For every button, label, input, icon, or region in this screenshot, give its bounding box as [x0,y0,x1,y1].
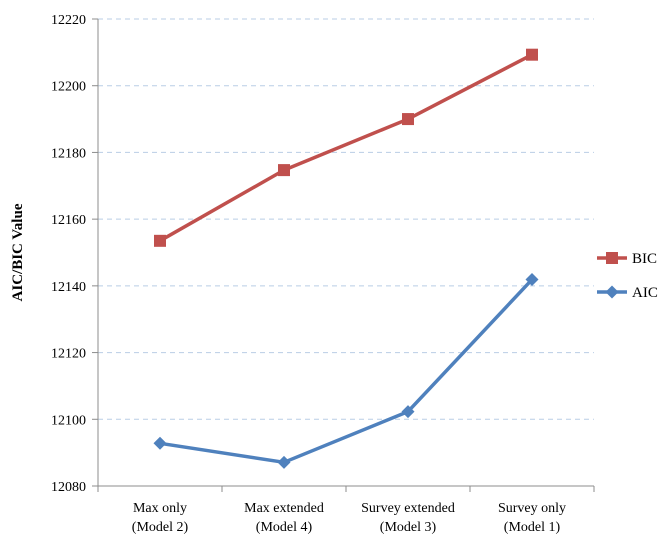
y-axis-label: AIC/BIC Value [10,203,26,301]
aic-point [525,273,539,287]
legend-label: AIC [632,285,658,301]
series-bic [154,48,538,247]
x-tick-label: Max extended [244,501,324,516]
aic-line [159,278,534,465]
y-tick-labels: 12080 12100 12120 12140 12160 12180 12200 12220 [51,13,86,495]
y-tick-label: 12220 [51,13,86,28]
series-layer [153,48,539,469]
aic-point [277,455,291,469]
series-aic [153,273,539,469]
x-tick-label: (Model 4) [256,520,313,535]
y-tick-label: 12100 [51,413,86,428]
x-tick-label: (Model 2) [132,520,189,535]
y-tick-label: 12120 [51,347,86,362]
bic-point [278,164,290,177]
y-tick-label: 12160 [51,213,86,228]
y-tick-label: 12200 [51,80,86,95]
x-tick-label: Survey only [498,501,566,516]
y-tick-label: 12180 [51,146,86,161]
legend-swatch-marker [605,285,619,299]
bic-point [154,234,166,247]
x-tick-label: (Model 1) [504,520,561,535]
y-tick-label: 12140 [51,280,86,295]
x-tick-label: Survey extended [361,501,455,516]
gridlines [98,18,594,420]
x-tick-label: (Model 3) [380,520,437,535]
legend-swatch-marker [606,252,618,264]
legend-label: BIC [632,251,657,267]
bic-point [402,113,414,126]
aic-point [401,405,415,419]
legend: BIC AIC [597,251,658,301]
aic-point [153,436,167,450]
x-tick-labels: Max only (Model 2) Max extended (Model 4) Su… [132,501,566,535]
legend-item-bic: BIC [597,251,657,267]
axes [92,18,595,492]
bic-line [159,53,533,243]
legend-item-aic: AIC [597,285,658,301]
y-tick-label: 12080 [51,480,86,495]
x-tick-label: Max only [133,501,187,516]
bic-point [526,48,538,61]
